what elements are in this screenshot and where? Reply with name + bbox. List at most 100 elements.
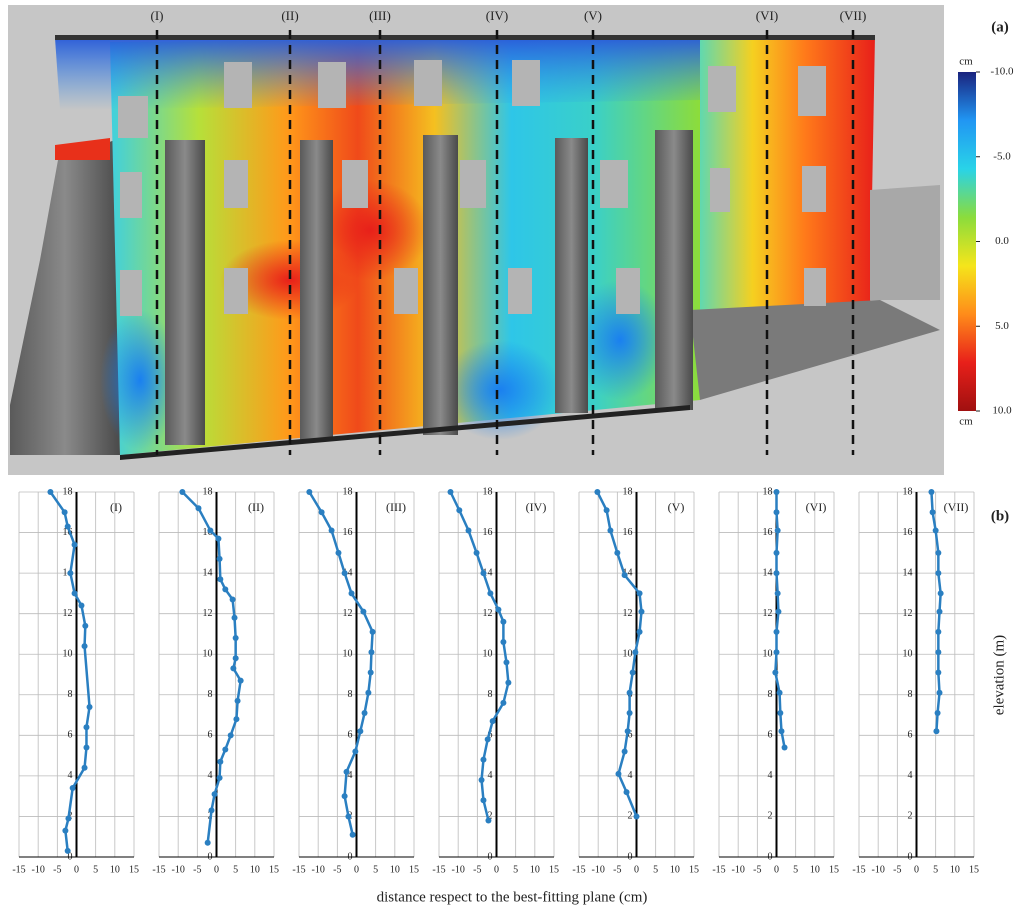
x-tick-label: -10	[31, 864, 44, 875]
y-tick-label: 18	[623, 486, 633, 497]
profile-point	[773, 549, 780, 556]
x-tick-label: 10	[950, 864, 960, 875]
profile-point	[357, 728, 364, 735]
profile-point	[478, 776, 485, 783]
y-tick-label: 10	[903, 649, 913, 660]
y-tick-label: 16	[203, 527, 213, 538]
y-tick-label: 18	[903, 486, 913, 497]
profile-point	[447, 489, 454, 495]
profile-point	[83, 724, 90, 731]
profile-point	[71, 541, 78, 548]
y-axis-label: elevation (m)	[991, 635, 1007, 715]
profile-point	[179, 489, 186, 495]
profile-point	[621, 572, 628, 579]
y-tick-label: 8	[348, 689, 353, 700]
profile-point	[936, 608, 943, 615]
profile-point	[232, 655, 239, 662]
y-tick-label: 6	[908, 730, 913, 741]
x-tick-label: -5	[53, 864, 61, 875]
profile-point	[928, 489, 935, 495]
colorbar-unit: cm	[959, 416, 973, 428]
chart-title: (III)	[386, 500, 406, 514]
y-tick-label: 10	[623, 649, 633, 660]
y-tick-label: 10	[763, 649, 773, 660]
y-tick-label: 14	[203, 567, 213, 578]
x-tick-label: 5	[513, 864, 518, 875]
y-tick-label: 8	[908, 689, 913, 700]
profile-point	[86, 703, 93, 710]
x-tick-label: 5	[653, 864, 658, 875]
profile-point	[500, 699, 507, 706]
profile-point	[636, 590, 643, 597]
profile-point	[230, 665, 237, 672]
y-tick-label: 12	[763, 608, 773, 619]
profile-point	[935, 570, 942, 577]
y-tick-label: 14	[903, 567, 913, 578]
profile-point	[365, 689, 372, 696]
y-tick-label: 6	[348, 730, 353, 741]
profile-point	[935, 549, 942, 556]
y-tick-label: 10	[203, 649, 213, 660]
profile-point	[632, 649, 639, 656]
x-tick-label: 5	[373, 864, 378, 875]
y-tick-label: 12	[483, 608, 493, 619]
y-tick-label: 16	[903, 527, 913, 538]
y-tick-label: 6	[68, 730, 73, 741]
x-tick-label: 5	[793, 864, 798, 875]
profile-point	[328, 527, 335, 534]
y-tick-label: 16	[763, 527, 773, 538]
profile-point	[629, 669, 636, 676]
profile-point	[229, 596, 236, 603]
profile-point	[621, 748, 628, 755]
profile-point	[473, 549, 480, 556]
section-label: (I)	[151, 8, 164, 23]
profile-point	[341, 570, 348, 577]
point-cloud-image	[8, 5, 944, 475]
profile-point	[82, 622, 89, 629]
y-tick-label: 18	[63, 486, 73, 497]
x-tick-label: -15	[152, 864, 165, 875]
profile-point	[211, 791, 218, 798]
profile-point	[773, 628, 780, 635]
x-tick-label: 15	[269, 864, 279, 875]
x-tick-label: -15	[852, 864, 865, 875]
profile-point	[503, 659, 510, 666]
colorbar	[958, 72, 976, 411]
y-tick-label: 12	[343, 608, 353, 619]
profile-point	[485, 817, 492, 824]
profile-point	[936, 689, 943, 696]
profile-point	[633, 813, 640, 820]
x-tick-label: 10	[390, 864, 400, 875]
x-tick-label: 10	[810, 864, 820, 875]
y-tick-label: 4	[768, 770, 773, 781]
y-tick-label: 4	[908, 770, 913, 781]
x-tick-label: 5	[233, 864, 238, 875]
profile-point	[217, 758, 224, 765]
x-tick-label: 0	[354, 864, 359, 875]
y-tick-label: 18	[203, 486, 213, 497]
x-tick-label: 0	[494, 864, 499, 875]
y-tick-label: 16	[483, 527, 493, 538]
profile-point	[222, 586, 229, 593]
profile-point	[207, 527, 214, 534]
profile-point	[937, 590, 944, 597]
x-tick-label: 0	[774, 864, 779, 875]
profile-point	[484, 736, 491, 743]
profile-point	[71, 590, 78, 597]
profile-point	[932, 527, 939, 534]
colorbar-tick-label: 0.0	[995, 235, 1009, 247]
colorbar-unit: cm	[959, 56, 973, 68]
y-tick-label: 14	[763, 567, 773, 578]
profile-point	[615, 770, 622, 777]
profile-point	[623, 789, 630, 796]
chart-title: (V)	[668, 500, 685, 514]
profile-point	[480, 570, 487, 577]
x-tick-label: -10	[171, 864, 184, 875]
x-tick-label: 15	[409, 864, 419, 875]
